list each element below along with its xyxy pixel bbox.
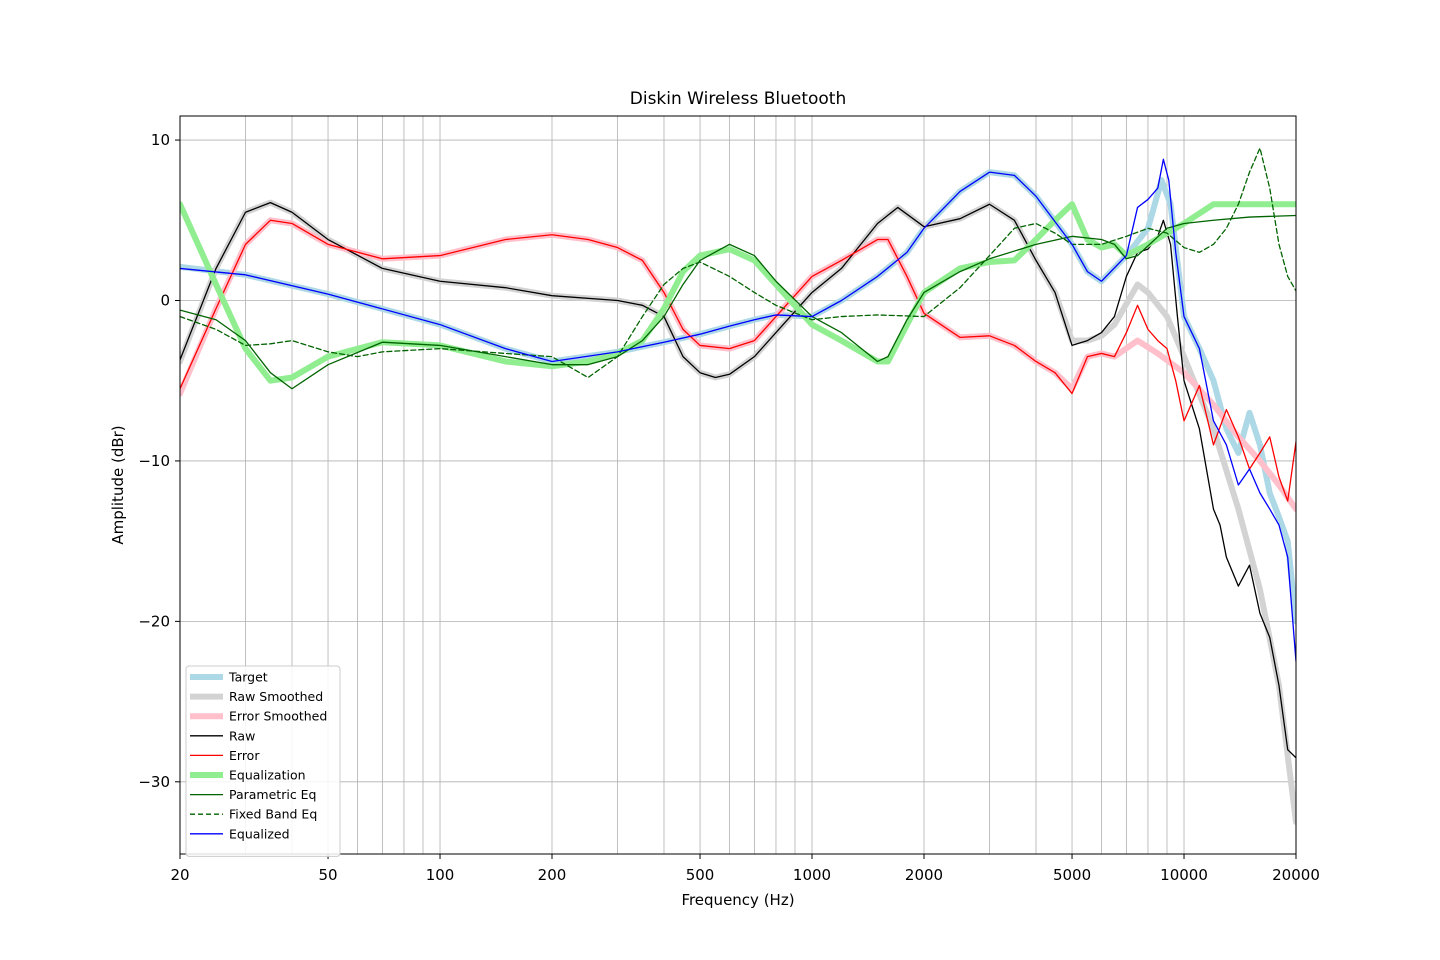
- y-axis-label: Amplitude (dBr): [109, 425, 127, 544]
- x-axis-label: Frequency (Hz): [681, 891, 794, 909]
- y-tick-label: −30: [138, 773, 170, 791]
- series-equalized: [180, 158, 1296, 663]
- plot-frame: [179, 115, 1297, 855]
- x-tick-label: 5000: [1053, 866, 1091, 884]
- y-tick-label: −20: [138, 612, 170, 630]
- legend-label: Equalized: [229, 826, 290, 841]
- legend-label: Error Smoothed: [229, 709, 327, 724]
- grid-lines: [179, 116, 1297, 854]
- legend-box: [185, 665, 341, 857]
- legend-label: Fixed Band Eq: [229, 807, 317, 822]
- legend-label: Raw: [229, 728, 255, 743]
- y-tick-label: 10: [151, 131, 170, 149]
- series-layer: [180, 147, 1296, 825]
- y-tick-label: 0: [160, 292, 170, 310]
- y-tick-label: −10: [138, 452, 170, 470]
- legend-label: Parametric Eq: [229, 787, 317, 802]
- legend-label: Error: [229, 748, 260, 763]
- series-raw: [180, 201, 1296, 759]
- x-tick-label: 2000: [905, 866, 943, 884]
- axis-ticks: 20 50 100 200 500 1000 2000 5000 10000 20000100−1…: [138, 131, 1320, 884]
- x-tick-label: 20000: [1272, 866, 1320, 884]
- x-tick-label: 50: [318, 866, 337, 884]
- x-tick-label: 20: [170, 866, 189, 884]
- legend-label: Target: [228, 670, 268, 685]
- series-parametric-eq: [180, 214, 1296, 390]
- x-tick-label: 200: [538, 866, 567, 884]
- x-tick-label: 100: [426, 866, 455, 884]
- series-error: [180, 219, 1296, 502]
- legend-label: Equalization: [229, 768, 306, 783]
- chart-title: Diskin Wireless Bluetooth: [630, 89, 846, 109]
- x-tick-label: 500: [686, 866, 715, 884]
- legend-label: Raw Smoothed: [229, 689, 323, 704]
- legend: Target Raw Smoothed Error Smoothed Raw Error…: [185, 665, 341, 857]
- x-tick-label: 10000: [1160, 866, 1208, 884]
- x-tick-label: 1000: [793, 866, 831, 884]
- series-fixed-band-eq: [180, 147, 1296, 379]
